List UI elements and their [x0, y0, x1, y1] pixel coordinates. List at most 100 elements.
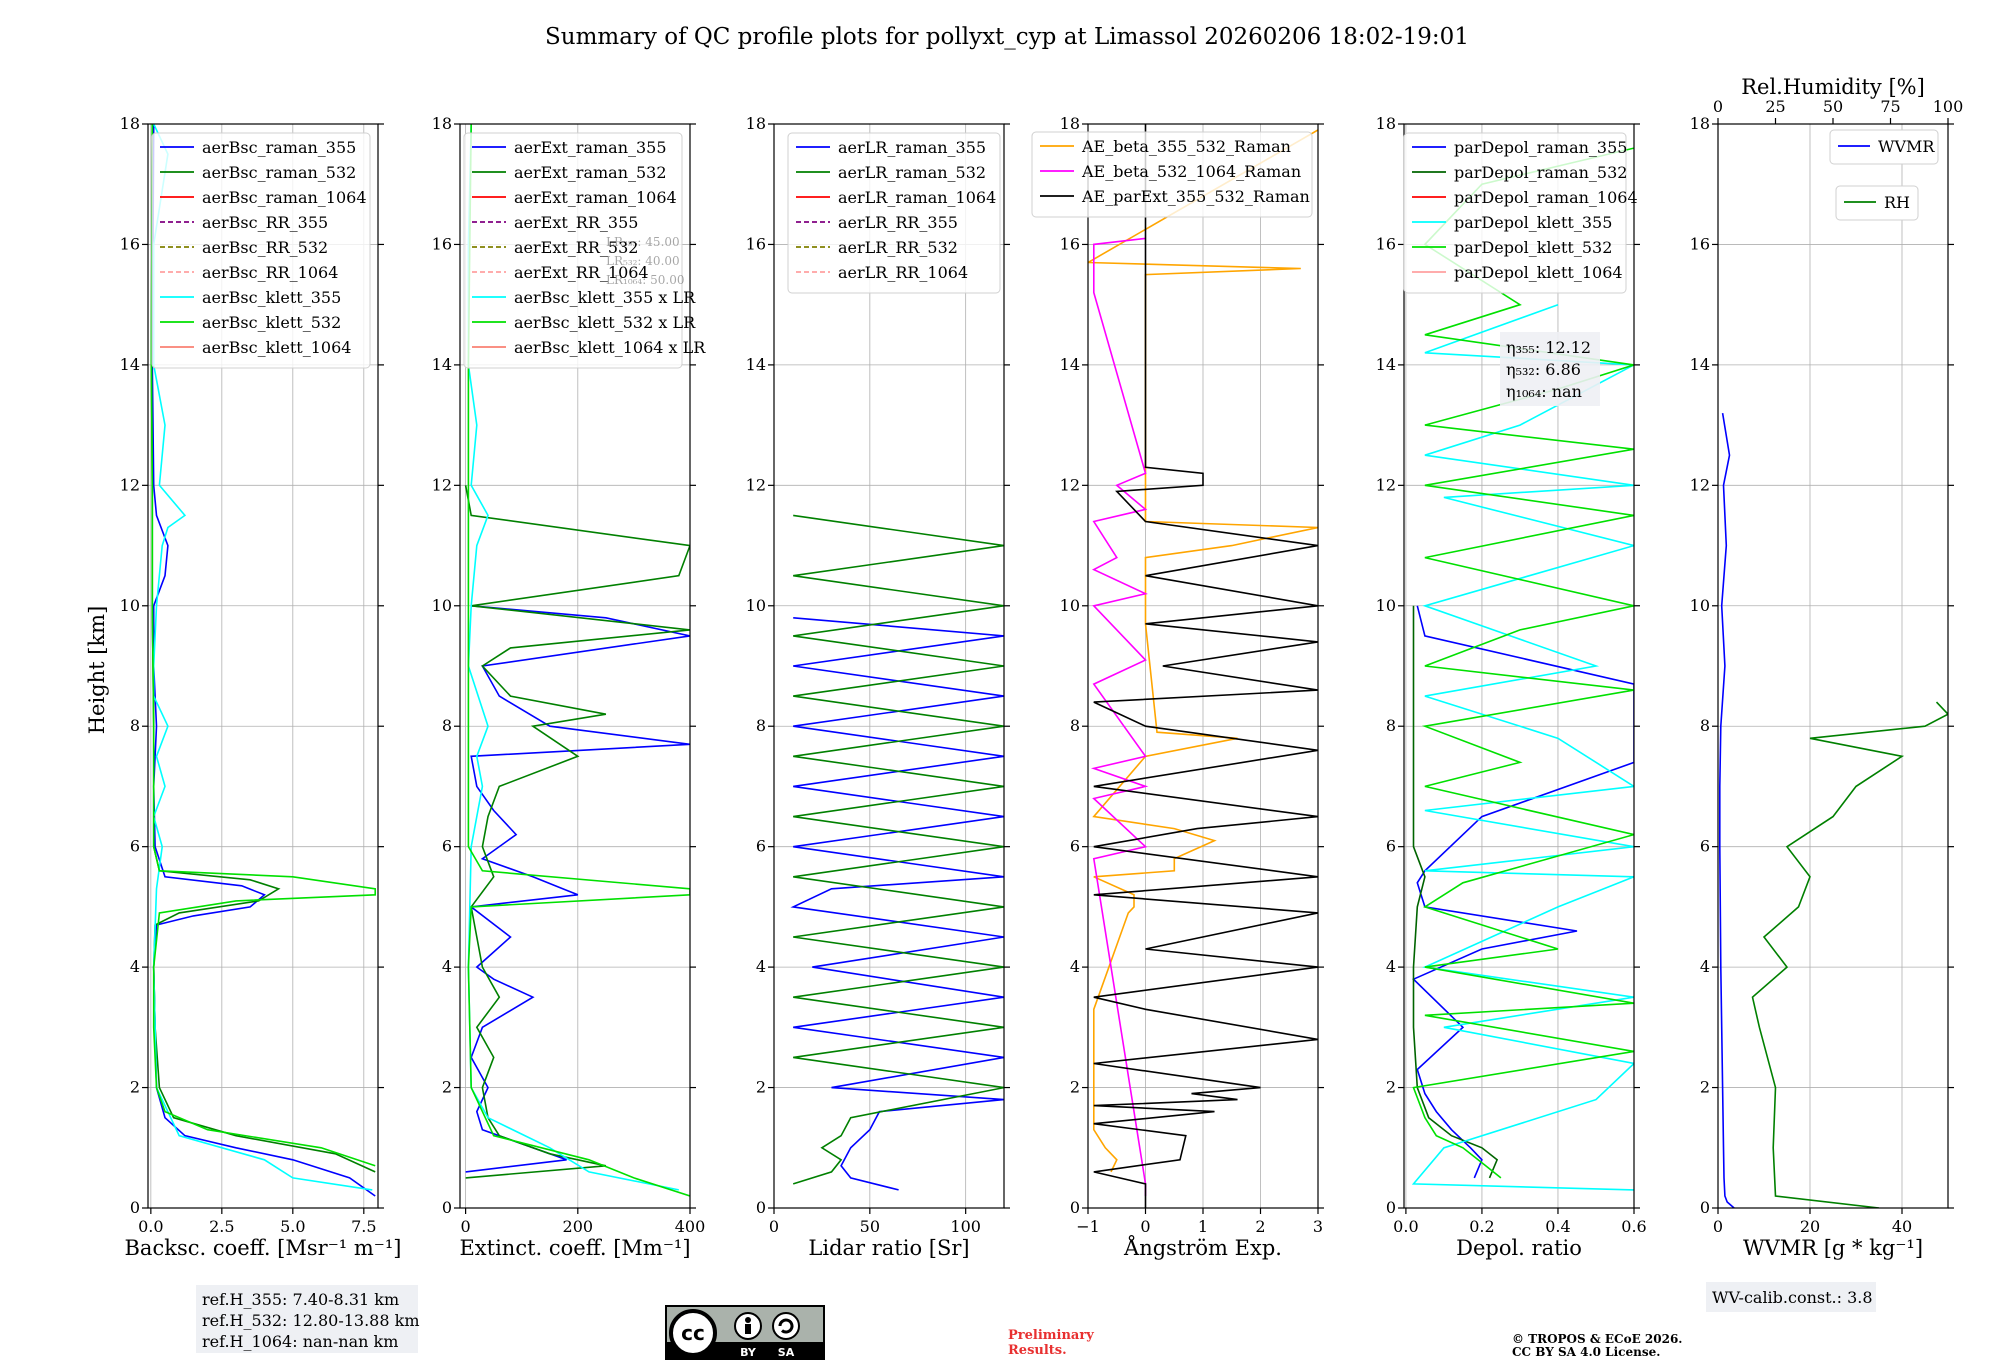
wv-calib-box-bg: [1706, 1282, 1876, 1312]
ytick-label: 4: [756, 957, 766, 976]
xtick-label: 40: [1892, 1217, 1912, 1236]
license-text: CC BY SA 4.0 License.: [1512, 1345, 1660, 1359]
series-line-aerExt_raman_532: [464, 485, 690, 1179]
eta-1064-text: η₁₀₆₄: nan: [1506, 382, 1582, 401]
ytick-label: 10: [432, 596, 452, 615]
top-xtick-label: 0: [1713, 97, 1723, 116]
ytick-label: 16: [432, 234, 452, 253]
legend-label: aerLR_raman_355: [838, 138, 986, 157]
ref-height-355: ref.H_355: 7.40-8.31 km: [202, 1290, 399, 1309]
by-person-head-icon: [745, 1317, 751, 1323]
wv-calib-box: WV-calib.const.: 3.8: [1706, 1282, 1876, 1312]
legend-box: [1403, 132, 1627, 294]
sa-label: SA: [778, 1346, 795, 1359]
ytick-label: 16: [1060, 234, 1080, 253]
series-line-aerBsc_klett_532: [150, 124, 377, 1167]
xtick-label: 20: [1800, 1217, 1820, 1236]
legend-label: aerExt_raman_1064: [514, 188, 677, 207]
ytick-label: 0: [130, 1198, 140, 1217]
ytick-label: 4: [442, 957, 452, 976]
ytick-label: 2: [1070, 1078, 1080, 1097]
series-line-aerBsc_klett_355 x LR: [467, 124, 679, 1191]
legend-label: aerBsc_klett_532: [202, 313, 341, 332]
ref-height-1064: ref.H_1064: nan-nan km: [202, 1332, 398, 1351]
series-line-RH: [1751, 701, 1948, 1208]
legend-label: aerLR_raman_532: [838, 163, 986, 182]
x-axis-label: Ångström Exp.: [1123, 1235, 1282, 1260]
ytick-label: 18: [432, 114, 452, 133]
legend-box: [787, 132, 1001, 294]
legend-box: [463, 132, 683, 369]
ytick-label: 6: [1070, 837, 1080, 856]
xtick-label: 0: [461, 1217, 471, 1236]
xtick-label: 200: [563, 1217, 594, 1236]
ytick-label: 12: [746, 475, 766, 494]
ytick-label: 18: [120, 114, 140, 133]
lr-355-text: LR₃₅₅: 45.00: [606, 235, 680, 249]
xtick-label: 0: [769, 1217, 779, 1236]
eta-355-text: η₃₅₅: 12.12: [1506, 338, 1591, 357]
top-x-axis-label: Rel.Humidity [%]: [1741, 75, 1925, 99]
legend-label: aerBsc_klett_1064: [202, 338, 351, 357]
legend-label: aerBsc_RR_355: [202, 213, 328, 232]
xtick-label: 0.6: [1621, 1217, 1646, 1236]
ytick-label: 4: [1386, 957, 1396, 976]
ytick-label: 2: [442, 1078, 452, 1097]
cc-license-logo: cc BY SA: [665, 1305, 825, 1360]
legend-label: aerBsc_RR_1064: [202, 263, 338, 282]
top-xtick-label: 100: [1933, 97, 1964, 116]
ytick-label: 4: [130, 957, 140, 976]
legend-label: RH: [1884, 193, 1910, 212]
ytick-label: 8: [1386, 716, 1396, 735]
top-xtick-label: 50: [1823, 97, 1843, 116]
ytick-label: 12: [1060, 475, 1080, 494]
ytick-label: 6: [130, 837, 140, 856]
ytick-label: 16: [1376, 234, 1396, 253]
preliminary-label: Preliminary: [1008, 1328, 1094, 1343]
legend-label: aerExt_raman_355: [514, 138, 667, 157]
legend-label: aerBsc_raman_1064: [202, 188, 367, 207]
series-line-parDepol_raman_532: [1412, 605, 1499, 1179]
legend-label: parDepol_klett_532: [1454, 238, 1612, 257]
xtick-label: 2.5: [209, 1217, 234, 1236]
legend-label: aerBsc_RR_532: [202, 238, 328, 257]
ytick-label: 14: [120, 355, 140, 374]
by-label: BY: [740, 1346, 757, 1359]
legend-label: aerBsc_klett_532 x LR: [514, 313, 696, 332]
ytick-label: 6: [1386, 837, 1396, 856]
x-axis-label: Backsc. coeff. [Msr⁻¹ m⁻¹]: [125, 1236, 402, 1260]
ytick-label: 18: [1060, 114, 1080, 133]
legend-label: AE_beta_355_532_Raman: [1081, 137, 1291, 156]
xtick-label: 0: [1713, 1217, 1723, 1236]
x-axis-label: WVMR [g * kg⁻¹]: [1743, 1236, 1923, 1260]
ytick-label: 16: [1690, 234, 1710, 253]
eta-box-bg: [1500, 332, 1600, 406]
legend-label: aerExt_RR_355: [514, 213, 638, 232]
y-axis-label: Height [km]: [85, 606, 109, 735]
series-group-wv: [1719, 412, 1948, 1208]
ytick-label: 4: [1700, 957, 1710, 976]
xtick-label: 5.0: [280, 1217, 305, 1236]
sa-arrow-icon: [778, 1318, 794, 1334]
xtick-label: 3: [1313, 1217, 1323, 1236]
ytick-label: 6: [1700, 837, 1710, 856]
ytick-label: 0: [442, 1198, 452, 1217]
ytick-label: 8: [756, 716, 766, 735]
axes-frame: [459, 123, 691, 1209]
series-group-ext: [464, 124, 690, 1197]
ytick-label: 2: [1700, 1078, 1710, 1097]
series-line-AE_beta_355_532_Raman: [1088, 129, 1318, 1173]
ytick-label: 10: [120, 596, 140, 615]
xtick-label: 50: [860, 1217, 880, 1236]
figure-title: Summary of QC profile plots for pollyxt_…: [545, 24, 1469, 50]
series-line-parDepol_klett_355: [1411, 303, 1634, 1191]
x-axis-label: Lidar ratio [Sr]: [808, 1236, 969, 1260]
ref-height-532: ref.H_532: 12.80-13.88 km: [202, 1311, 420, 1330]
legend-box-wvmr: [1829, 129, 1939, 165]
series-group-lr: [790, 514, 1004, 1191]
ytick-label: 0: [1070, 1198, 1080, 1217]
